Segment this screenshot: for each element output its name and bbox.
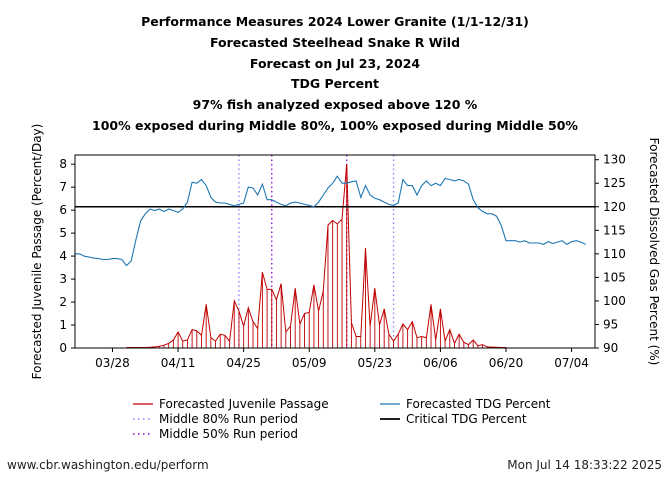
y-left-tick-label-6: 6 — [59, 203, 67, 217]
legend-label-passage: Forecasted Juvenile Passage — [159, 397, 329, 411]
legend: Forecasted Juvenile Passage Forecasted TD… — [133, 397, 551, 441]
y-left-axis-label: Forecasted Juvenile Passage (Percent/Day… — [30, 124, 44, 380]
y-left-tick-label-3: 3 — [59, 272, 67, 286]
chart-subtitle-run-exposure: 100% exposed during Middle 80%, 100% exp… — [92, 117, 578, 133]
tdg-line — [75, 175, 586, 267]
y-left-tick-label-0: 0 — [59, 341, 67, 355]
y-right-tick-label-6: 120 — [603, 200, 626, 214]
passage-outline — [126, 164, 506, 348]
y-left-tick-label-4: 4 — [59, 249, 67, 263]
y-right-tick-label-2: 100 — [603, 294, 626, 308]
chart-subtitle-species: Forecasted Steelhead Snake R Wild — [209, 34, 461, 50]
y-left-tick-label-1: 1 — [59, 318, 67, 332]
x-tick-label-0: 03/28 — [95, 356, 130, 370]
y-left-tick-label-8: 8 — [59, 157, 67, 171]
y-left-tick-label-7: 7 — [59, 180, 67, 194]
y-right-axis-label: Forecasted Dissolved Gas Percent (%) — [647, 138, 661, 366]
footer-timestamp: Mon Jul 14 18:33:22 2025 — [507, 458, 662, 472]
y-right-tick-label-4: 110 — [603, 247, 626, 261]
plot-frame — [74, 154, 596, 349]
x-tick-label-7: 07/04 — [554, 356, 589, 370]
y-right-tick-label-8: 130 — [603, 153, 626, 167]
legend-label-tdg: Forecasted TDG Percent — [406, 397, 551, 411]
y-right-tick-label-5: 115 — [603, 223, 626, 237]
chart-subtitle-forecast-date: Forecast on Jul 23, 2024 — [249, 55, 421, 71]
chart-subtitle-metric: TDG Percent — [290, 76, 380, 92]
y-left-tick-label-2: 2 — [59, 295, 67, 309]
x-tick-label-4: 05/23 — [358, 356, 393, 370]
chart-title-block: Performance Measures 2024 Lower Granite … — [0, 12, 670, 137]
x-tick-label-5: 06/06 — [423, 356, 458, 370]
y-right-tick-label-3: 105 — [603, 270, 626, 284]
y-right-tick-label-7: 125 — [603, 176, 626, 190]
legend-label-middle-80: Middle 80% Run period — [159, 412, 298, 426]
legend-label-middle-50: Middle 50% Run period — [159, 427, 298, 441]
axes: 0 1 2 3 4 5 6 7 8 90 95 100 105 110 115 120 125 130 03/28 0… — [30, 124, 661, 380]
juvenile-passage-impulses — [126, 164, 507, 348]
tdg-series-layer — [75, 175, 586, 267]
x-tick-label-1: 04/11 — [161, 356, 196, 370]
y-right-tick-label-0: 90 — [603, 341, 618, 355]
chart-title: Performance Measures 2024 Lower Granite … — [141, 14, 529, 29]
x-tick-label-3: 05/09 — [292, 356, 327, 370]
x-tick-label-6: 06/20 — [489, 356, 524, 370]
y-left-tick-label-5: 5 — [59, 226, 67, 240]
x-tick-label-2: 04/25 — [226, 356, 261, 370]
chart-subtitle-exposure-summary: 97% fish analyzed exposed above 120 % — [192, 97, 478, 113]
y-right-tick-label-1: 95 — [603, 317, 618, 331]
footer-url[interactable]: www.cbr.washington.edu/perform — [7, 458, 209, 472]
legend-label-critical-tdg: Critical TDG Percent — [406, 412, 527, 426]
